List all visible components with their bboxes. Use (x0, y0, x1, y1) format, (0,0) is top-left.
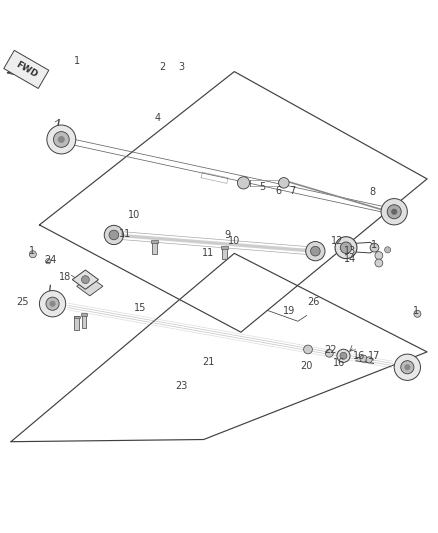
Circle shape (385, 247, 391, 253)
Text: 9: 9 (225, 230, 231, 240)
Text: 13: 13 (344, 246, 357, 256)
Circle shape (29, 251, 36, 258)
Circle shape (53, 132, 69, 147)
FancyBboxPatch shape (4, 50, 49, 88)
Text: 25: 25 (17, 296, 29, 306)
Circle shape (337, 349, 350, 362)
Text: 1: 1 (371, 240, 378, 251)
Circle shape (340, 352, 347, 359)
Text: 24: 24 (44, 255, 57, 265)
Circle shape (366, 357, 372, 363)
Text: 11: 11 (202, 248, 214, 259)
Text: 7: 7 (290, 186, 296, 196)
Circle shape (335, 237, 357, 259)
Circle shape (81, 276, 89, 284)
Circle shape (387, 205, 401, 219)
Circle shape (46, 297, 59, 310)
Circle shape (325, 349, 333, 357)
Text: 10: 10 (127, 210, 140, 220)
Circle shape (46, 259, 51, 264)
Text: 26: 26 (307, 296, 319, 306)
Circle shape (304, 345, 312, 354)
Text: 15: 15 (134, 303, 146, 313)
Circle shape (391, 209, 397, 215)
Circle shape (58, 136, 65, 143)
Bar (74, 316, 79, 330)
Polygon shape (77, 277, 103, 296)
Text: 2: 2 (159, 62, 165, 72)
Text: 22: 22 (325, 345, 337, 355)
Circle shape (306, 241, 325, 261)
Circle shape (381, 199, 407, 225)
Circle shape (414, 310, 421, 317)
Circle shape (279, 177, 289, 188)
Text: 1: 1 (413, 306, 419, 316)
Circle shape (375, 259, 383, 267)
Polygon shape (72, 270, 99, 289)
Text: 20: 20 (300, 361, 313, 371)
Text: 10: 10 (228, 236, 240, 246)
Text: 6: 6 (275, 186, 281, 196)
Circle shape (404, 364, 410, 370)
Text: 16: 16 (353, 351, 365, 361)
Circle shape (39, 290, 66, 317)
Text: 16: 16 (333, 358, 346, 368)
Text: 8: 8 (369, 187, 375, 197)
Text: 1: 1 (29, 246, 35, 256)
Text: 11: 11 (119, 229, 131, 239)
Circle shape (311, 246, 320, 256)
Bar (152, 241, 157, 254)
Text: 4: 4 (155, 112, 161, 123)
Circle shape (401, 361, 414, 374)
Circle shape (237, 177, 250, 189)
Text: FWD: FWD (14, 60, 39, 79)
Text: 18: 18 (59, 272, 71, 281)
Bar (151, 240, 158, 243)
Text: 17: 17 (368, 351, 381, 361)
Circle shape (375, 252, 383, 260)
Text: 23: 23 (176, 381, 188, 391)
Text: 1: 1 (74, 55, 80, 66)
Text: 14: 14 (344, 254, 357, 264)
Text: 21: 21 (202, 357, 214, 367)
Circle shape (340, 242, 352, 253)
Circle shape (394, 354, 420, 381)
Text: 19: 19 (283, 306, 295, 316)
Bar (222, 247, 227, 259)
Bar (74, 316, 80, 318)
Bar (82, 314, 86, 328)
Text: 5: 5 (260, 182, 266, 192)
Text: 12: 12 (331, 236, 343, 246)
Circle shape (109, 230, 119, 240)
Bar (81, 313, 87, 316)
Circle shape (370, 243, 379, 252)
Circle shape (360, 355, 367, 362)
Circle shape (49, 301, 56, 307)
Bar (221, 246, 228, 249)
Circle shape (47, 125, 76, 154)
Text: 3: 3 (179, 62, 185, 72)
Circle shape (104, 225, 124, 245)
